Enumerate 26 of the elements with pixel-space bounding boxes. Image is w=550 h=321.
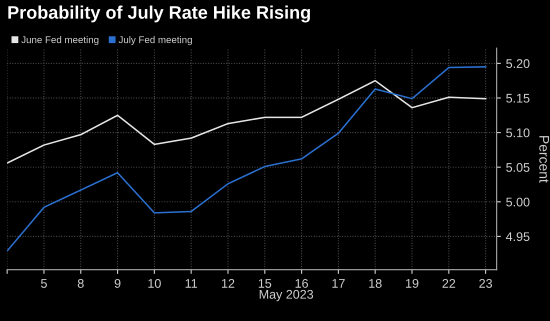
chart-title: Probability of July Rate Hike Rising bbox=[8, 6, 310, 22]
x-tick-label: 8 bbox=[78, 279, 84, 288]
x-tick-label: 5 bbox=[40, 279, 47, 288]
line-series bbox=[7, 80, 486, 164]
legend-label: June Fed meeting bbox=[21, 36, 98, 46]
x-tick-label: 10 bbox=[148, 279, 161, 288]
y-tick-label: 5.00 bbox=[506, 198, 530, 206]
y-tick-label: 5.10 bbox=[506, 128, 530, 138]
line-series bbox=[7, 66, 486, 252]
x-tick-label: 9 bbox=[114, 279, 120, 288]
legend-label: July Fed meeting bbox=[118, 36, 192, 46]
x-tick-label: 23 bbox=[479, 279, 492, 288]
x-tick-label: 18 bbox=[369, 279, 382, 288]
x-tick-label: 15 bbox=[258, 279, 272, 288]
y-tick-label: 5.20 bbox=[506, 59, 530, 68]
y-tick-label: 5.05 bbox=[506, 163, 530, 172]
x-tick-label: 11 bbox=[186, 279, 198, 288]
y-tick-label: 5.15 bbox=[506, 94, 530, 103]
x-tick-label: 17 bbox=[332, 279, 345, 288]
x-tick-label: 19 bbox=[406, 279, 418, 288]
x-axis-title: May 2023 bbox=[260, 290, 314, 302]
x-tick-label: 22 bbox=[442, 279, 456, 288]
x-tick-label: 12 bbox=[222, 279, 234, 288]
x-tick-label: 16 bbox=[296, 279, 308, 288]
y-tick-label: 4.95 bbox=[506, 232, 530, 242]
y-axis-title: Percent bbox=[539, 136, 549, 183]
